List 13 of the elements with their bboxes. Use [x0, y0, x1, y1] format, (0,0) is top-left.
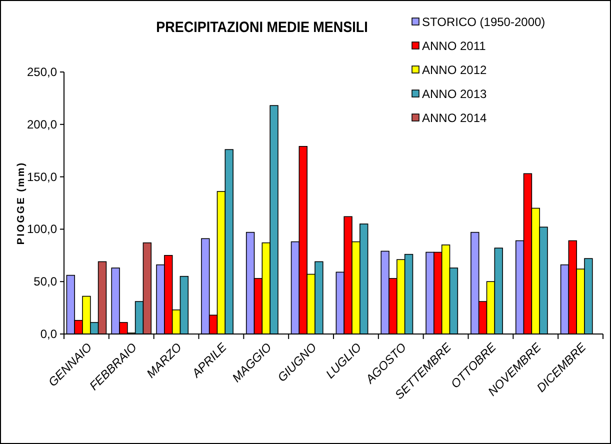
chart-title: PRECIPITAZIONI MEDIE MENSILI — [156, 19, 368, 36]
y-tick-label: 250,0 — [26, 65, 58, 79]
y-tick-label: 50,0 — [34, 274, 58, 289]
y-tick-label: 0,0 — [40, 327, 58, 341]
legend-label: ANNO 2011 — [422, 39, 486, 53]
y-tick-label: 150,0 — [26, 170, 58, 184]
legend-label: ANNO 2013 — [422, 87, 488, 101]
legend-label: ANNO 2012 — [422, 63, 488, 77]
y-axis-title: PIOGGE (mm) — [16, 161, 27, 245]
y-tick-label: 200,0 — [26, 117, 58, 132]
legend-label: STORICO (1950-2000) — [422, 15, 546, 29]
legend-label: ANNO 2014 — [422, 111, 488, 125]
y-tick-label: 100,0 — [26, 222, 58, 236]
